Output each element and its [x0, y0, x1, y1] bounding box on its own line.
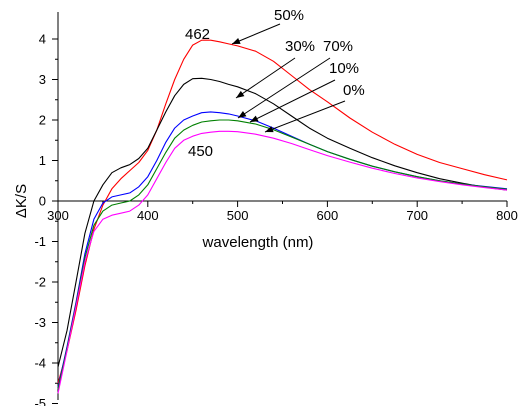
x-tick-label: 600 [317, 208, 339, 223]
annotation-70-percent: 70% [323, 38, 353, 55]
arrow-30-percent [235, 57, 296, 99]
annotation-50-percent: 50% [274, 7, 304, 24]
series-lines [57, 39, 508, 394]
arrow-10-percent-head [250, 115, 259, 122]
series-line-0-percent [57, 130, 508, 394]
arrow-50-percent-head [232, 37, 241, 44]
y-tick-label: -5 [34, 396, 46, 406]
arrow-0-percent [264, 100, 346, 133]
annotation-arrows [231, 23, 346, 133]
y-tick-label: 3 [39, 72, 46, 87]
y-tick-label: -3 [34, 315, 46, 330]
x-tick-label: 700 [406, 208, 428, 223]
y-axis-title: ΔK/S [13, 184, 30, 218]
annotation-462: 462 [185, 26, 210, 43]
axes [57, 12, 507, 400]
y-tick-label: 0 [39, 194, 46, 209]
annotation-10-percent: 10% [329, 60, 359, 77]
annotation-0-percent: 0% [343, 82, 365, 99]
y-ticks: 4 3 2 1 0 -1 -2 -3 -4 -5 [34, 32, 58, 406]
x-tick-label: 800 [496, 208, 518, 223]
arrow-70-percent-head [238, 110, 247, 118]
y-tick-label: -2 [34, 275, 46, 290]
y-tick-label: 4 [39, 32, 46, 47]
x-axis-title: wavelength (nm) [202, 234, 314, 251]
y-tick-label: -1 [34, 234, 46, 249]
y-tick-label: -4 [34, 356, 46, 371]
x-ticks: 300 400 500 600 700 800 [47, 201, 518, 223]
y-tick-label: 1 [39, 153, 46, 168]
arrow-30-percent-head [236, 90, 245, 98]
x-tick-label: 500 [227, 208, 249, 223]
arrow-10-percent [249, 79, 336, 123]
arrow-70-percent [237, 57, 331, 119]
arrow-50-percent [231, 23, 281, 45]
x-tick-label: 300 [47, 208, 69, 223]
arrow-0-percent-head [265, 126, 274, 133]
series-line-50-percent [57, 39, 508, 384]
annotation-30-percent: 30% [285, 38, 315, 55]
y-tick-label: 2 [39, 113, 46, 128]
series-line-30-percent [57, 77, 508, 368]
series-line-10-percent [57, 119, 508, 390]
x-tick-label: 400 [137, 208, 159, 223]
annotation-450: 450 [188, 143, 213, 160]
